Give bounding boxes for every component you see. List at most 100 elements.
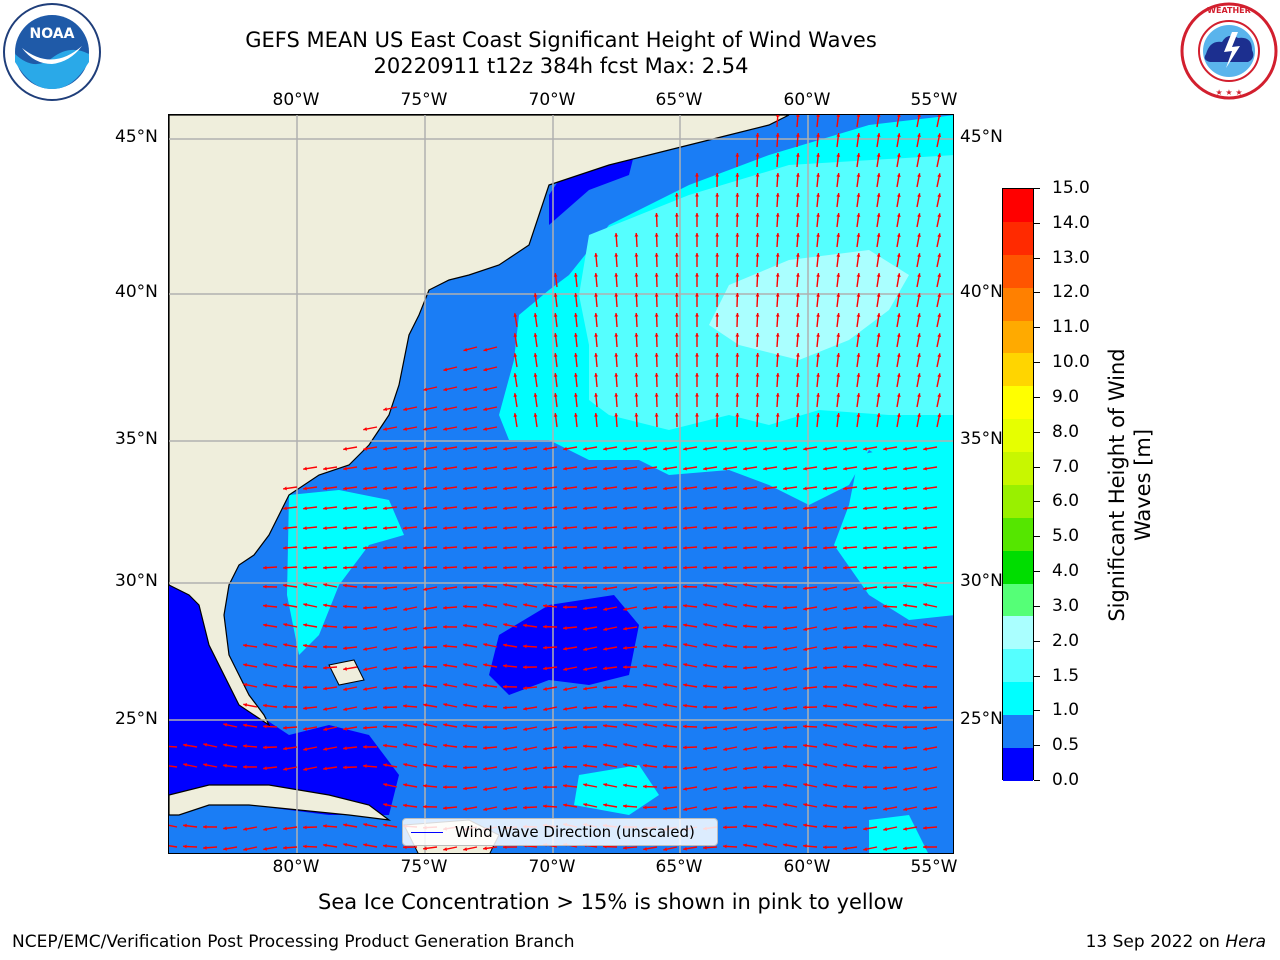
wave-direction-arrowhead (856, 413, 861, 417)
wave-direction-arrowhead (603, 627, 608, 632)
wave-direction-arrowhead (523, 686, 527, 690)
wave-direction-arrowhead (343, 604, 347, 609)
wave-direction-arrowhead (876, 213, 881, 217)
colorbar-swatch (1003, 287, 1033, 321)
wave-direction-arrowhead (603, 762, 608, 767)
wave-direction-arrowhead (883, 486, 887, 491)
wave-direction-arrowhead (823, 486, 827, 491)
wave-direction-arrowhead (896, 413, 901, 417)
wave-direction-arrowhead (843, 743, 848, 747)
wave-direction-arrowhead (937, 153, 942, 158)
wave-direction-arrowhead (583, 647, 588, 652)
wave-direction-arrowhead (283, 486, 287, 491)
wave-direction-arrowhead (643, 545, 647, 550)
wave-direction-arrowhead (743, 486, 747, 491)
wave-direction-arrowhead (623, 804, 627, 809)
lat-tick-left-40n: 40°N (115, 282, 158, 302)
wave-direction-arrowhead (816, 413, 820, 417)
wave-direction-arrowhead (923, 446, 927, 451)
wave-direction-arrowhead (553, 273, 558, 277)
wave-direction-arrowhead (763, 545, 767, 550)
wave-direction-arrowhead (917, 233, 921, 238)
wave-direction-arrowhead (643, 743, 648, 748)
wave-direction-arrowhead (783, 725, 787, 730)
wave-direction-arrowhead (836, 293, 841, 297)
wave-direction-arrowhead (503, 705, 507, 710)
wave-direction-arrowhead (775, 393, 780, 397)
graticule (169, 115, 953, 853)
wave-direction-arrowhead (654, 333, 659, 337)
lon-tick-top-60w: 60°W (783, 90, 831, 110)
wave-direction-arrowhead (634, 233, 639, 237)
wave-direction-arrowhead (843, 526, 847, 530)
wave-direction-arrowhead (683, 623, 687, 628)
colorbar-swatch (1003, 353, 1033, 387)
wave-direction-arrowhead (603, 545, 607, 550)
wave-direction-arrowhead (383, 686, 387, 691)
wave-direction-arrowhead (783, 843, 788, 847)
wave-direction-arrowhead (917, 133, 921, 138)
wave-direction-arrowhead (843, 626, 847, 631)
wave-direction-arrowhead (803, 506, 807, 511)
wave-direction-arrowhead (503, 767, 508, 772)
wave-direction-arrowhead (795, 213, 800, 217)
wave-direction-arrowhead (836, 313, 841, 317)
wave-direction-arrowhead (883, 565, 887, 570)
colorbar-swatch (1003, 221, 1033, 255)
wave-direction-arrowhead (183, 763, 188, 767)
wave-direction-arrowhead (836, 153, 841, 157)
wave-direction-arrowhead (863, 545, 867, 550)
wave-direction-arrowhead (383, 545, 387, 550)
wave-direction-arrowhead (836, 393, 841, 397)
wave-direction-arrowhead (843, 703, 848, 707)
wave-direction-arrowhead (513, 353, 518, 357)
wave-direction-arrowhead (553, 413, 558, 417)
lon-tick-top-75w: 75°W (400, 90, 448, 110)
wave-direction-arrowhead (423, 526, 427, 530)
wave-direction-arrowhead (363, 822, 368, 827)
wave-direction-arrowhead (283, 565, 287, 570)
wave-direction-arrowhead (463, 466, 467, 471)
wave-direction-arrowhead (703, 684, 707, 689)
wave-direction-arrowhead (363, 605, 367, 610)
wave-direction-arrowhead (443, 723, 448, 727)
wave-direction-arrowhead (403, 845, 407, 850)
wave-direction-arrowhead (643, 506, 647, 511)
wave-direction-arrowhead (763, 565, 767, 570)
wave-direction-arrowhead (483, 427, 488, 431)
lon-tick-top-65w: 65°W (655, 90, 703, 110)
wave-direction-arrowhead (763, 446, 767, 451)
wave-direction-arrowhead (896, 313, 901, 317)
wave-direction-arrowhead (603, 803, 608, 808)
wave-direction-arrowhead (923, 466, 927, 471)
wave-direction-arrowhead (263, 683, 268, 688)
wave-direction-arrowhead (755, 293, 760, 297)
wave-direction-arrowhead (695, 213, 699, 217)
wave-direction-arrowhead (896, 253, 901, 257)
wave-direction-arrowhead (463, 585, 467, 590)
wave-direction-arrowhead (863, 723, 868, 727)
colorbar-tick-mark (1034, 222, 1040, 224)
wave-direction-arrow (776, 115, 779, 128)
wave-direction-arrowhead (483, 846, 487, 851)
wave-direction-arrowhead (683, 466, 687, 471)
wave-direction-arrowhead (803, 606, 808, 611)
colorbar-swatch (1003, 616, 1033, 650)
colorbar-tick-mark (1034, 640, 1040, 642)
wave-direction-arrowhead (603, 685, 607, 690)
wave-direction-arrowhead (563, 783, 567, 788)
wave-direction-arrowhead (523, 644, 527, 649)
wave-direction-arrowhead (594, 393, 598, 397)
wave-direction-arrowhead (423, 804, 427, 809)
wave-direction-arrowhead (623, 742, 628, 747)
wave-direction-arrowhead (603, 647, 608, 651)
wave-direction-arrowhead (443, 367, 448, 372)
wave-direction-arrowhead (937, 293, 942, 298)
wave-direction-arrowhead (594, 273, 598, 277)
wave-direction-arrowhead (263, 827, 268, 832)
wave-direction-arrowhead (836, 133, 841, 137)
wave-direction-arrowhead (563, 646, 567, 651)
wave-direction-arrowhead (443, 526, 447, 530)
wave-direction-arrowhead (937, 413, 942, 418)
wave-direction-arrowhead (603, 743, 607, 748)
